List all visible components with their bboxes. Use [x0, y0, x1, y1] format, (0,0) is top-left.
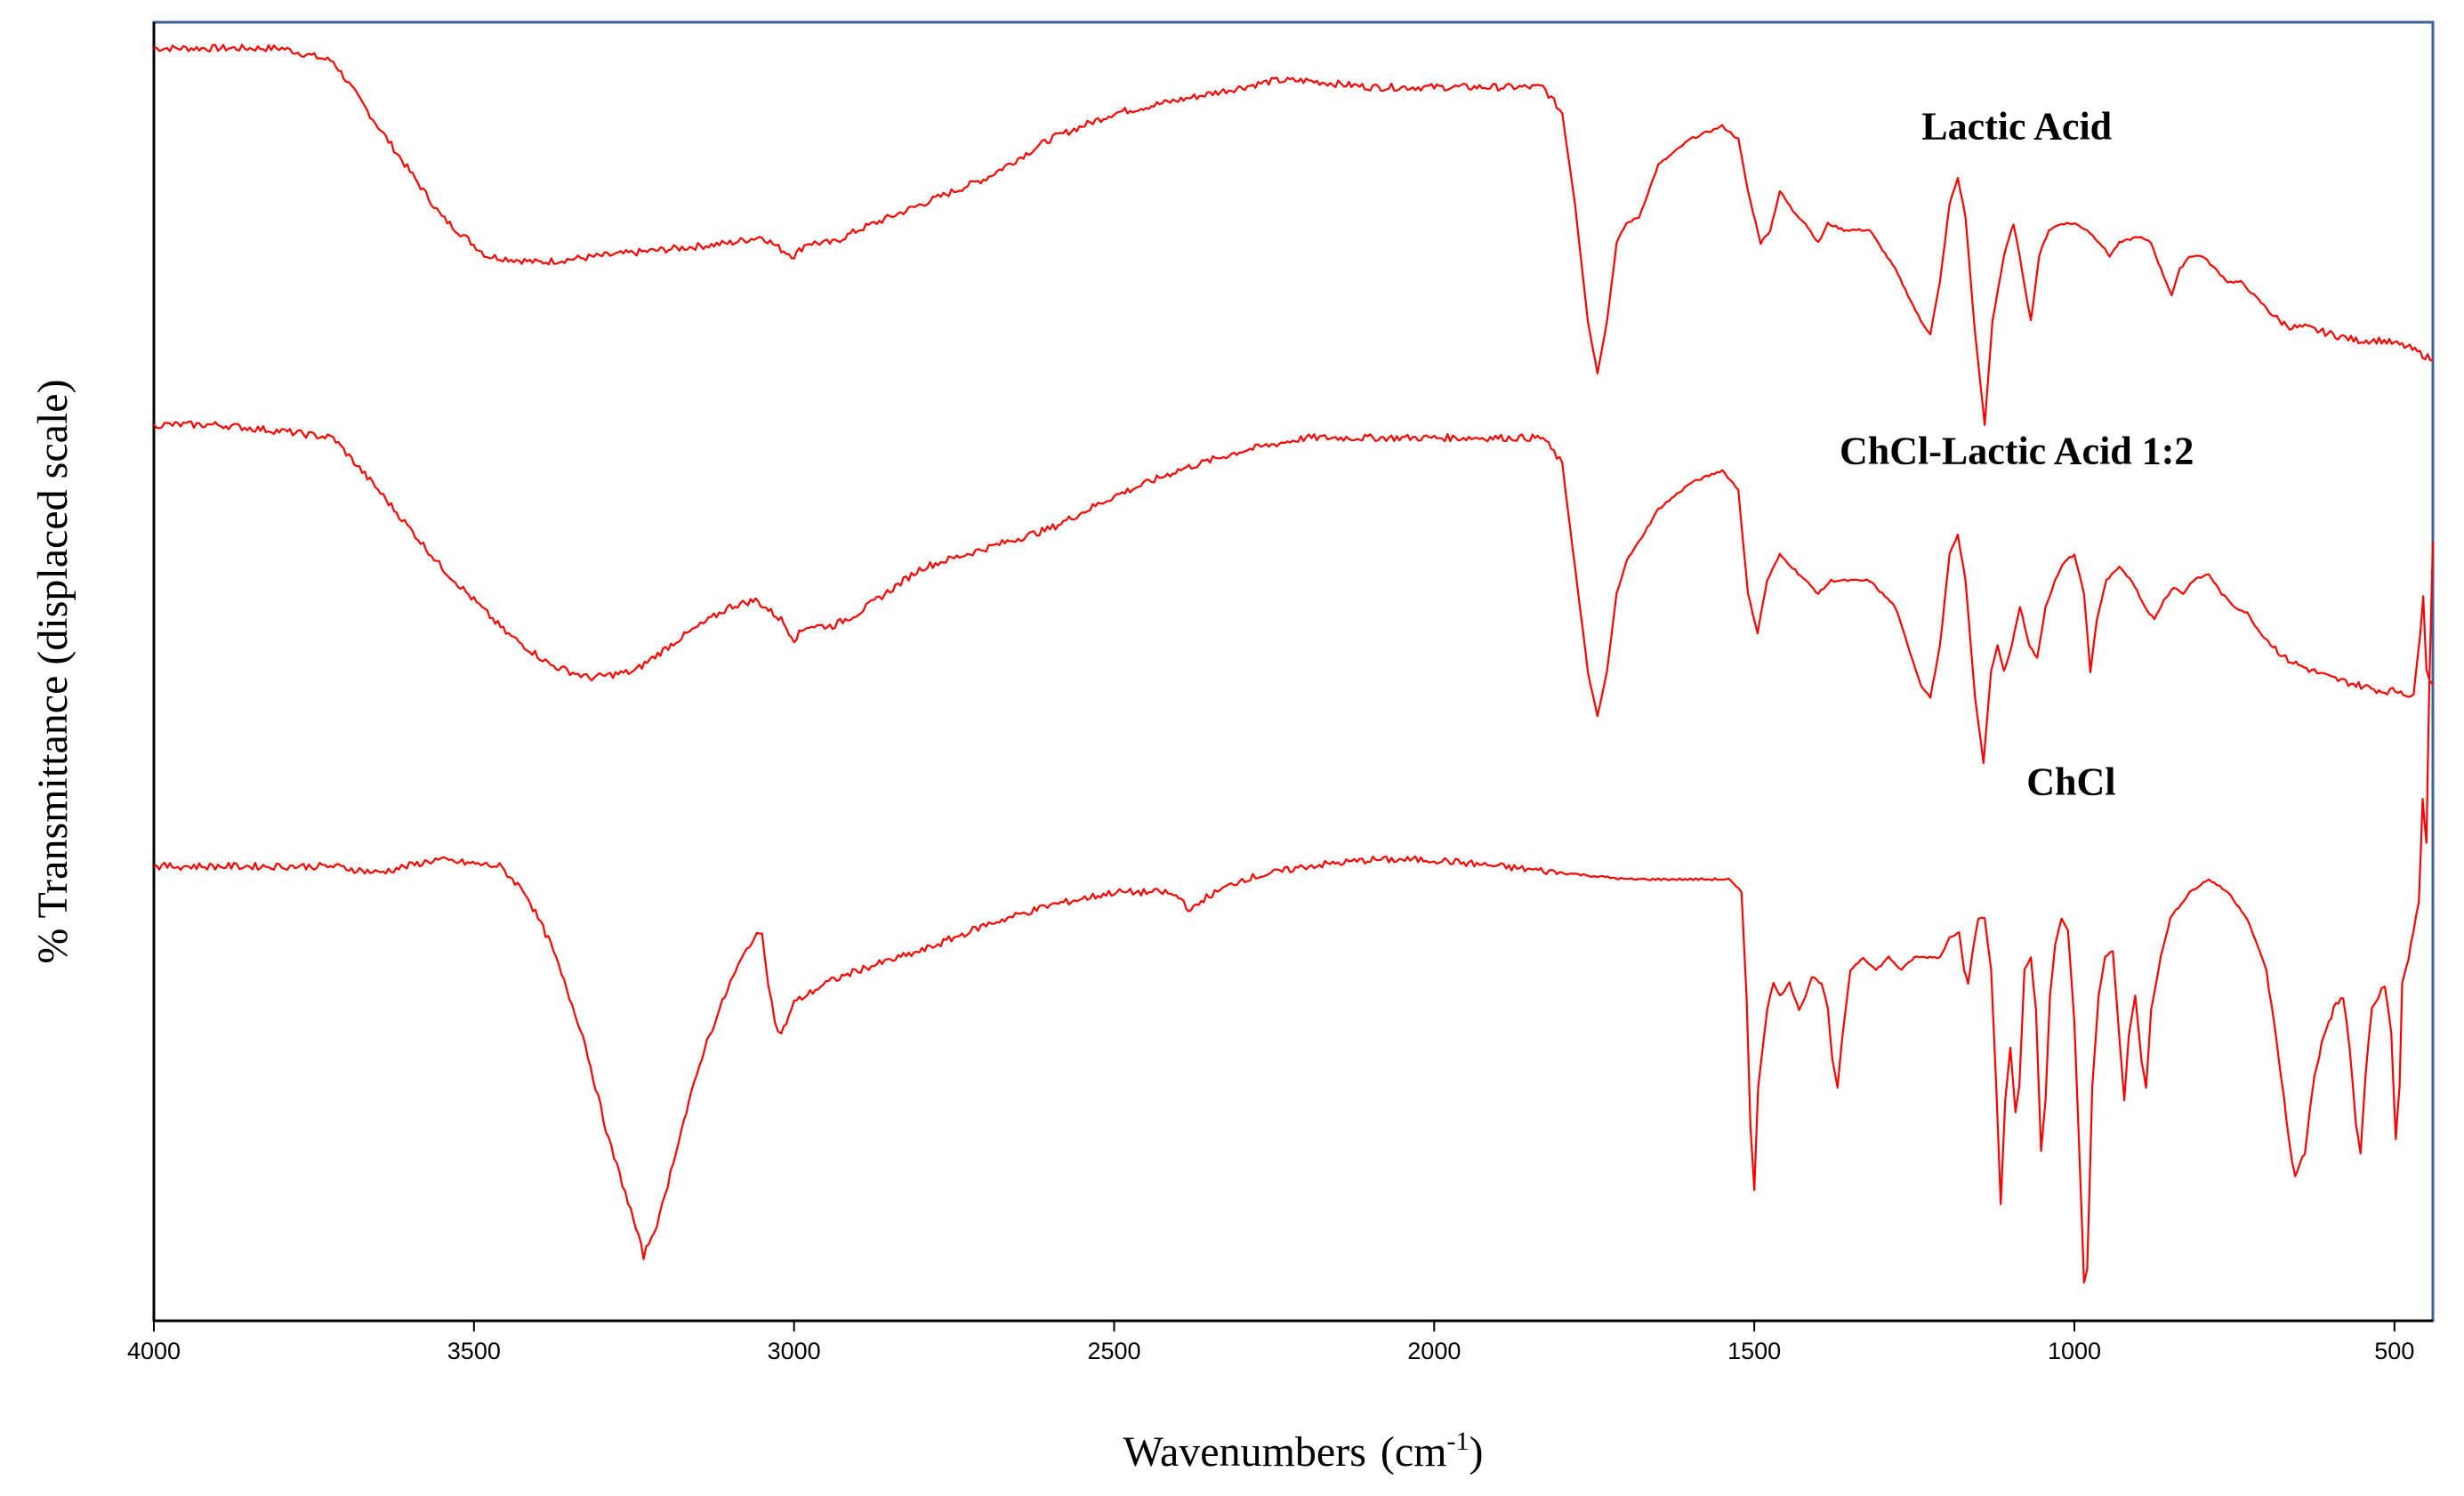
series-line-1: [153, 44, 2434, 426]
x-axis-label: Wavenumbers (cm-1): [1123, 1427, 1484, 1476]
x-tick-label: 3500: [447, 1338, 501, 1364]
series-line-3: [153, 541, 2435, 1284]
x-tick-label: 1000: [2048, 1338, 2101, 1364]
series-label-1: Lactic Acid: [1921, 104, 2112, 148]
series-label-3: ChCl: [2026, 760, 2115, 804]
x-ticks: 4000 3500 3000 2500 2000 1500 1000 500: [127, 1321, 2414, 1364]
series-label-2: ChCl-Lactic Acid 1:2: [1840, 429, 2194, 472]
x-axis-label-text: Wavenumbers: [1123, 1428, 1366, 1476]
x-tick-label: 500: [2374, 1338, 2414, 1364]
series-labels: Lactic Acid ChCl-Lactic Acid 1:2 ChCl: [1840, 104, 2194, 803]
x-tick-label: 2000: [1407, 1338, 1461, 1364]
spectra: [153, 44, 2435, 1284]
x-tick-label: 2500: [1087, 1338, 1140, 1364]
y-axis-label: % Transmittance (displaced scale): [29, 379, 76, 963]
series-line-2: [153, 420, 2434, 765]
plot-frame: [152, 20, 2435, 1323]
x-tick-label: 3000: [768, 1338, 821, 1364]
x-tick-label: 1500: [1727, 1338, 1781, 1364]
x-tick-label: 4000: [127, 1338, 181, 1364]
